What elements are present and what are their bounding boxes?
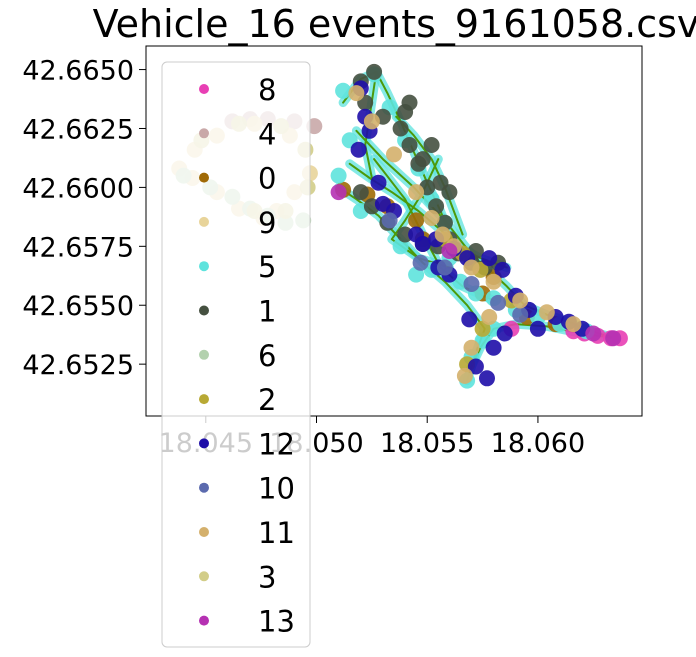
data-point-series-11 xyxy=(423,210,440,226)
y-tick-label: 42.6625 xyxy=(22,114,134,145)
legend: 8 4 0 9 5 1 6 2 12 10 11 3 13 xyxy=(161,61,311,648)
data-point-series-12 xyxy=(374,195,391,212)
data-point-series-12 xyxy=(370,174,387,191)
data-point-series-1 xyxy=(397,226,414,243)
legend-marker-13 xyxy=(199,615,209,626)
legend-label-1: 1 xyxy=(258,295,276,329)
data-point-series-11 xyxy=(512,292,529,309)
legend-label-2: 2 xyxy=(258,383,276,417)
data-point-series-1 xyxy=(414,151,431,168)
legend-marker-8 xyxy=(199,84,209,94)
legend-label-8: 8 xyxy=(258,73,276,107)
data-point-series-1 xyxy=(401,137,418,153)
legend-label-5: 5 xyxy=(258,250,276,284)
data-point-series-12 xyxy=(481,250,498,267)
data-point-series-11 xyxy=(481,309,498,325)
legend-marker-5 xyxy=(199,261,209,272)
legend-marker-2 xyxy=(199,394,209,405)
data-point-series-11 xyxy=(348,85,365,102)
data-point-series-12 xyxy=(485,339,502,356)
data-point-series-13 xyxy=(605,330,622,347)
data-point-series-11 xyxy=(565,316,582,333)
legend-label-0: 0 xyxy=(258,162,276,196)
data-point-series-11 xyxy=(485,273,502,290)
data-point-series-12 xyxy=(467,358,484,375)
legend-label-3: 3 xyxy=(258,560,276,594)
data-point-series-10 xyxy=(381,212,398,229)
legend-items: 8 4 0 9 5 1 6 2 12 10 11 3 13 xyxy=(199,73,295,639)
data-point-series-10 xyxy=(436,259,453,276)
y-tick-label: 42.6600 xyxy=(22,173,134,204)
data-point-series-11 xyxy=(463,339,480,356)
legend-marker-11 xyxy=(199,527,209,537)
legend-label-10: 10 xyxy=(258,472,295,506)
legend-label-6: 6 xyxy=(258,339,276,373)
y-tick-label: 42.6650 xyxy=(22,56,134,87)
data-point-series-5 xyxy=(330,167,347,184)
data-point-series-10 xyxy=(512,306,529,323)
legend-marker-6 xyxy=(199,349,209,360)
legend-label-4: 4 xyxy=(258,117,276,151)
data-point-series-13 xyxy=(585,325,602,342)
legend-marker-12 xyxy=(199,438,209,449)
data-point-series-2 xyxy=(474,320,491,337)
legend-marker-10 xyxy=(199,482,209,493)
legend-frame xyxy=(161,61,311,648)
plot-area xyxy=(145,45,643,417)
data-point-series-1 xyxy=(423,137,440,153)
legend-marker-3 xyxy=(199,571,209,582)
y-tick-label: 42.6550 xyxy=(22,291,134,322)
data-point-series-10 xyxy=(463,276,480,292)
legend-marker-9 xyxy=(199,216,209,227)
data-point-series-11 xyxy=(363,113,380,130)
data-point-series-1 xyxy=(441,184,458,201)
data-point-series-1 xyxy=(392,120,409,137)
data-point-series-13 xyxy=(330,184,347,201)
y-tick-label: 42.6525 xyxy=(22,350,134,381)
data-point-series-1 xyxy=(401,94,418,111)
x-tick-label: 18.055 xyxy=(380,428,474,459)
legend-label-12: 12 xyxy=(258,427,295,461)
data-point-series-0 xyxy=(408,212,425,229)
data-point-series-11 xyxy=(386,146,402,163)
legend-marker-1 xyxy=(199,305,209,316)
x-tick-label: 18.060 xyxy=(491,428,585,459)
legend-marker-0 xyxy=(199,172,209,183)
data-point-series-12 xyxy=(350,141,367,158)
y-tick-label: 42.6575 xyxy=(22,232,134,263)
data-point-series-1 xyxy=(352,184,369,201)
data-points xyxy=(171,63,628,389)
data-point-series-12 xyxy=(461,311,478,328)
legend-label-11: 11 xyxy=(258,516,295,550)
data-point-series-12 xyxy=(496,325,513,342)
data-point-series-5 xyxy=(335,82,352,99)
data-point-series-11 xyxy=(408,184,425,201)
y-axis: 42.6650 42.6625 42.6600 42.6575 42.6550 42.65… xyxy=(22,56,146,381)
data-point-series-12 xyxy=(414,236,431,252)
data-point-series-11 xyxy=(538,304,555,321)
data-point-series-10 xyxy=(412,254,429,271)
data-point-series-10 xyxy=(490,294,507,311)
route-line xyxy=(395,115,464,236)
legend-marker-4 xyxy=(199,128,209,139)
legend-label-9: 9 xyxy=(258,206,276,240)
data-point-series-12 xyxy=(494,261,511,278)
data-point-series-11 xyxy=(456,367,473,384)
data-point-series-1 xyxy=(366,63,383,80)
legend-label-13: 13 xyxy=(258,605,295,639)
data-point-series-12 xyxy=(529,320,546,337)
data-point-series-11 xyxy=(463,259,480,276)
chart-title: Vehicle_16 events_9161058.csv xyxy=(93,2,696,46)
data-point-series-13 xyxy=(441,243,458,259)
data-point-series-11 xyxy=(434,226,451,243)
data-point-series-12 xyxy=(479,370,495,387)
